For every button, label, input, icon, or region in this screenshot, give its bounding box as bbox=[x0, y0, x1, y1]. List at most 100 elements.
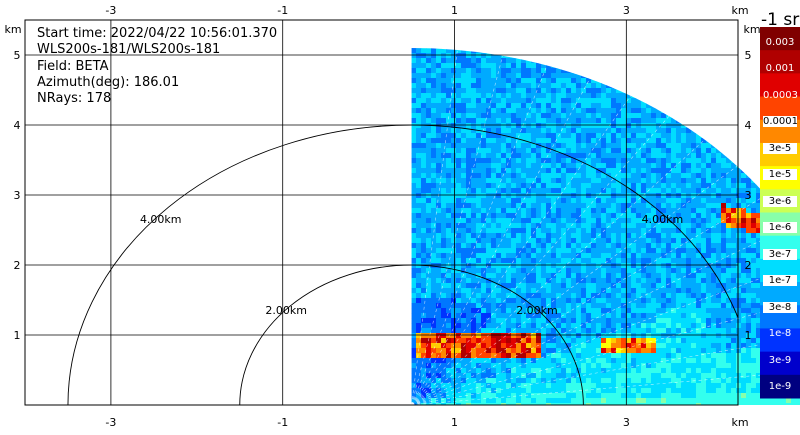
field-cell bbox=[696, 308, 702, 314]
field-cell bbox=[616, 343, 622, 349]
field-cell bbox=[501, 258, 507, 264]
field-cell bbox=[531, 128, 537, 134]
field-cell bbox=[651, 333, 657, 339]
field-cell bbox=[516, 278, 522, 284]
field-cell bbox=[446, 203, 452, 209]
field-cell bbox=[646, 168, 652, 174]
field-cell bbox=[461, 78, 467, 84]
field-cell bbox=[591, 223, 597, 229]
field-cell bbox=[691, 348, 697, 354]
field-cell bbox=[416, 73, 422, 79]
field-cell bbox=[426, 243, 432, 249]
field-cell bbox=[461, 333, 467, 339]
field-cell bbox=[476, 283, 482, 289]
field-cell bbox=[656, 358, 662, 364]
field-cell bbox=[686, 243, 692, 249]
field-cell bbox=[476, 163, 482, 169]
field-cell bbox=[561, 193, 567, 199]
field-cell bbox=[716, 373, 722, 379]
field-cell bbox=[756, 378, 762, 384]
field-cell bbox=[506, 203, 512, 209]
field-cell bbox=[486, 163, 492, 169]
field-cell bbox=[666, 168, 672, 174]
field-cell bbox=[416, 98, 422, 104]
field-cell bbox=[601, 283, 607, 289]
field-cell bbox=[471, 108, 477, 114]
field-cell bbox=[536, 393, 542, 399]
field-cell bbox=[706, 318, 712, 324]
field-cell bbox=[561, 123, 567, 129]
field-cell bbox=[606, 343, 612, 349]
field-cell bbox=[541, 358, 547, 364]
field-cell bbox=[681, 303, 687, 309]
field-cell bbox=[501, 273, 507, 279]
field-cell bbox=[491, 118, 497, 124]
field-cell bbox=[516, 393, 522, 399]
field-cell bbox=[526, 358, 532, 364]
field-cell bbox=[451, 393, 457, 399]
field-cell bbox=[411, 188, 417, 194]
field-cell bbox=[666, 238, 672, 244]
field-cell bbox=[481, 213, 487, 219]
field-cell bbox=[481, 293, 487, 299]
field-cell bbox=[576, 358, 582, 364]
field-cell bbox=[481, 98, 487, 104]
field-cell bbox=[531, 203, 537, 209]
field-cell bbox=[636, 323, 642, 329]
field-cell bbox=[416, 373, 422, 379]
field-cell bbox=[581, 308, 587, 314]
field-cell bbox=[506, 168, 512, 174]
field-cell bbox=[446, 78, 452, 84]
field-cell bbox=[431, 143, 437, 149]
field-cell bbox=[501, 288, 507, 294]
field-cell bbox=[746, 233, 752, 239]
field-cell bbox=[486, 143, 492, 149]
field-cell bbox=[506, 63, 512, 69]
field-cell bbox=[541, 333, 547, 339]
field-cell bbox=[466, 113, 472, 119]
field-cell bbox=[736, 288, 742, 294]
field-cell bbox=[696, 363, 702, 369]
field-cell bbox=[471, 78, 477, 84]
field-cell bbox=[476, 123, 482, 129]
field-cell bbox=[436, 198, 442, 204]
field-cell bbox=[416, 283, 422, 289]
field-cell bbox=[661, 153, 667, 159]
field-cell bbox=[566, 103, 572, 109]
field-cell bbox=[531, 173, 537, 179]
field-cell bbox=[581, 328, 587, 334]
field-cell bbox=[411, 268, 417, 274]
field-cell bbox=[751, 368, 757, 374]
field-cell bbox=[551, 68, 557, 74]
field-cell bbox=[701, 288, 707, 294]
field-cell bbox=[596, 123, 602, 129]
field-cell bbox=[561, 283, 567, 289]
field-cell bbox=[726, 268, 732, 274]
field-cell bbox=[511, 378, 517, 384]
field-cell bbox=[521, 298, 527, 304]
field-cell bbox=[616, 213, 622, 219]
field-cell bbox=[536, 273, 542, 279]
field-cell bbox=[496, 188, 502, 194]
field-cell bbox=[671, 393, 677, 399]
field-cell bbox=[486, 108, 492, 114]
field-cell bbox=[656, 148, 662, 154]
field-cell bbox=[531, 138, 537, 144]
field-cell bbox=[601, 108, 607, 114]
field-cell bbox=[471, 148, 477, 154]
field-cell bbox=[621, 383, 627, 389]
field-cell bbox=[581, 233, 587, 239]
field-cell bbox=[491, 273, 497, 279]
field-cell bbox=[466, 78, 472, 84]
field-cell bbox=[676, 278, 682, 284]
field-cell bbox=[711, 298, 717, 304]
field-cell bbox=[601, 253, 607, 259]
field-cell bbox=[716, 383, 722, 389]
field-cell bbox=[516, 243, 522, 249]
field-cell bbox=[436, 93, 442, 99]
field-cell bbox=[516, 173, 522, 179]
field-cell bbox=[741, 308, 747, 314]
field-cell bbox=[451, 143, 457, 149]
field-cell bbox=[581, 108, 587, 114]
field-cell bbox=[486, 93, 492, 99]
